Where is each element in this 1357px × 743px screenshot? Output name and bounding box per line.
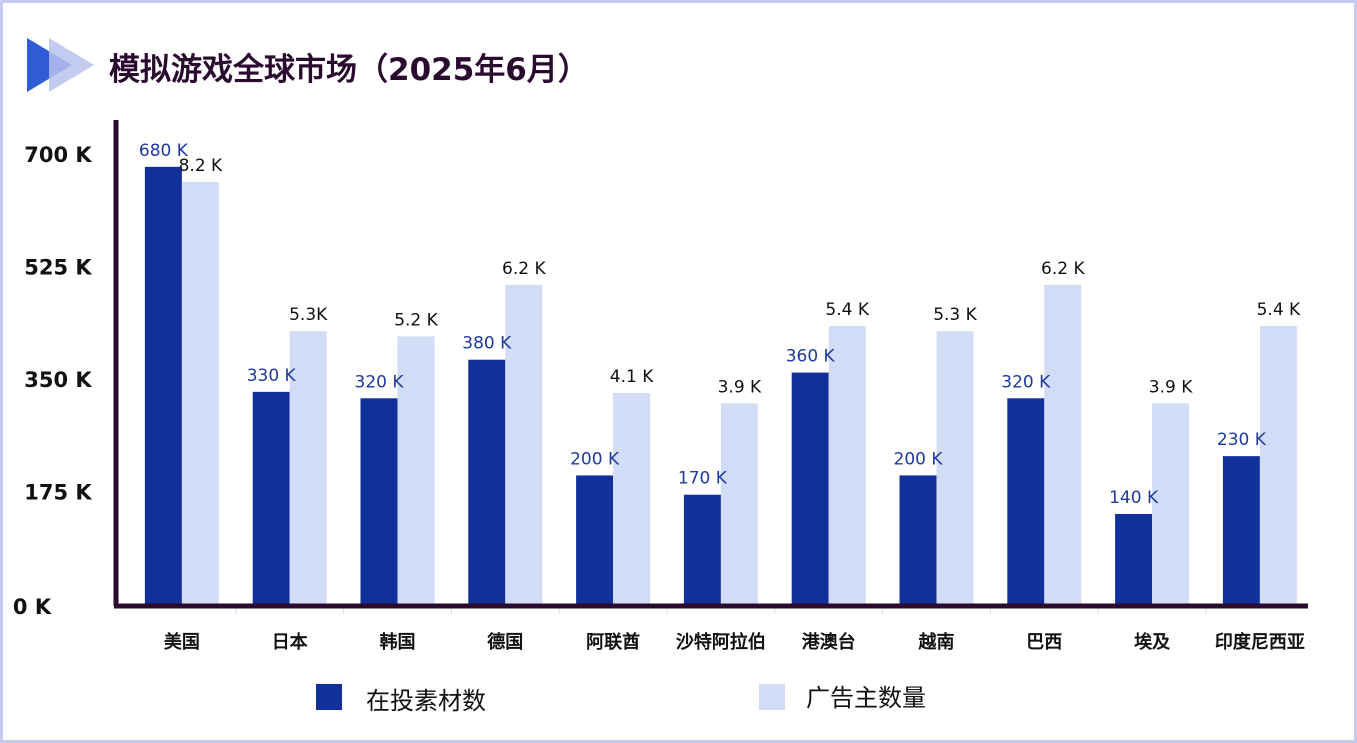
x-tick-label: 埃及	[1134, 631, 1171, 653]
bar-广告主数量	[289, 331, 327, 604]
x-tick-label: 沙特阿拉伯	[676, 631, 766, 653]
bar-在投素材数	[576, 475, 614, 604]
legend-label-series2: 广告主数量	[806, 684, 926, 712]
data-label-series1: 200 K	[894, 449, 944, 469]
bar-广告主数量	[1044, 284, 1082, 604]
bar-广告主数量	[828, 326, 866, 604]
y-tick-label: 175 K	[24, 481, 92, 505]
bar-广告主数量	[720, 403, 758, 604]
bar-在投素材数	[360, 398, 398, 604]
data-label-series2: 5.4 K	[825, 300, 869, 320]
bar-在投素材数	[791, 372, 829, 604]
legend-swatch-series1	[316, 684, 342, 710]
x-tick-label: 美国	[164, 631, 200, 653]
bar-广告主数量	[1152, 403, 1190, 604]
bar-在投素材数	[683, 494, 721, 604]
data-label-series1: 320 K	[355, 372, 405, 392]
bar-在投素材数	[252, 391, 290, 604]
data-label-series1: 140 K	[1109, 488, 1159, 508]
data-label-series1: 170 K	[678, 469, 728, 489]
x-tick-label: 德国	[487, 631, 523, 653]
x-tick-label: 韩国	[380, 631, 416, 653]
chart-title: 模拟游戏全球市场（2025年6月）	[109, 52, 589, 88]
data-label-series1: 200 K	[570, 449, 620, 469]
x-tick-label: 阿联酋	[586, 631, 640, 653]
data-label-series1: 320 K	[1001, 372, 1051, 392]
y-tick-label: 525 K	[24, 256, 92, 280]
bar-在投素材数	[1115, 514, 1153, 604]
data-label-series2: 5.4 K	[1257, 300, 1301, 320]
data-label-series1: 230 K	[1217, 430, 1267, 450]
x-tick-label: 港澳台	[802, 631, 856, 653]
bar-广告主数量	[397, 336, 435, 604]
data-label-series1: 380 K	[462, 334, 512, 354]
data-label-series1: 680 K	[139, 141, 189, 161]
x-tick-label: 印度尼西亚	[1215, 631, 1305, 653]
data-label-series2: 3.9 K	[718, 377, 762, 397]
data-label-series2: 5.3 K	[933, 305, 977, 325]
bar-在投素材数	[1222, 456, 1260, 604]
bar-广告主数量	[1259, 326, 1297, 604]
data-label-series1: 360 K	[786, 347, 836, 367]
title-arrow-icon-back	[49, 38, 94, 92]
x-tick-label: 巴西	[1026, 632, 1062, 653]
y-tick-label: 0 K	[13, 595, 52, 619]
y-tick-label: 700 K	[24, 143, 92, 167]
data-label-series2: 8.2 K	[179, 156, 223, 176]
legend-swatch-series2	[759, 684, 785, 710]
bar-广告主数量	[613, 393, 651, 604]
bar-在投素材数	[899, 475, 937, 604]
legend-label-series1: 在投素材数	[366, 687, 486, 715]
data-label-series2: 3.9 K	[1149, 377, 1193, 397]
x-tick-label: 越南	[918, 631, 955, 653]
bar-在投素材数	[1007, 398, 1045, 604]
bar-广告主数量	[505, 284, 543, 604]
data-label-series2: 5.2 K	[394, 310, 438, 330]
data-label-series2: 5.3K	[289, 305, 328, 325]
bar-在投素材数	[144, 166, 182, 604]
data-label-series2: 4.1 K	[610, 367, 654, 387]
data-label-series2: 6.2 K	[502, 259, 546, 279]
y-tick-label: 350 K	[24, 368, 92, 392]
x-tick-label: 日本	[272, 631, 308, 653]
bar-在投素材数	[468, 359, 506, 604]
data-label-series2: 6.2 K	[1041, 259, 1085, 279]
bar-广告主数量	[936, 331, 974, 604]
data-label-series1: 330 K	[247, 366, 297, 386]
bar-广告主数量	[181, 182, 219, 604]
